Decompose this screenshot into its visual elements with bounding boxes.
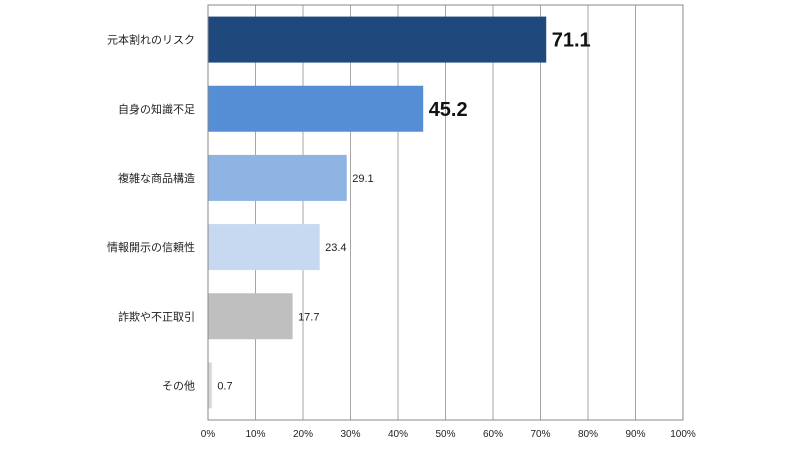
bar (208, 85, 424, 132)
data-label: 0.7 (217, 380, 232, 392)
x-tick-label: 30% (340, 429, 360, 440)
x-tick-label: 60% (483, 429, 503, 440)
bar (208, 16, 547, 63)
x-tick-label: 10% (245, 429, 265, 440)
data-label: 71.1 (552, 30, 591, 52)
x-tick-label: 20% (293, 429, 313, 440)
bar (208, 154, 347, 201)
x-tick-label: 70% (530, 429, 550, 440)
category-label: 情報開示の信頼性 (107, 240, 195, 254)
x-tick-label: 40% (388, 429, 408, 440)
category-label: 元本割れのリスク (107, 33, 195, 47)
x-tick-label: 100% (670, 429, 696, 440)
x-tick-label: 50% (435, 429, 455, 440)
category-label: その他 (162, 379, 195, 392)
bar (208, 293, 293, 340)
bar (208, 362, 212, 409)
data-label: 45.2 (429, 99, 468, 121)
category-label: 複雑な商品構造 (118, 171, 195, 185)
x-tick-label: 80% (578, 429, 598, 440)
x-tick-label: 90% (625, 429, 645, 440)
category-label: 詐欺や不正取引 (118, 309, 195, 323)
data-label: 17.7 (298, 311, 319, 323)
category-label: 自身の知識不足 (118, 102, 195, 116)
data-label: 29.1 (352, 173, 373, 185)
plot-frame (207, 4, 684, 421)
x-tick-label: 0% (201, 429, 216, 440)
data-label: 23.4 (325, 242, 346, 254)
bar (208, 224, 320, 271)
